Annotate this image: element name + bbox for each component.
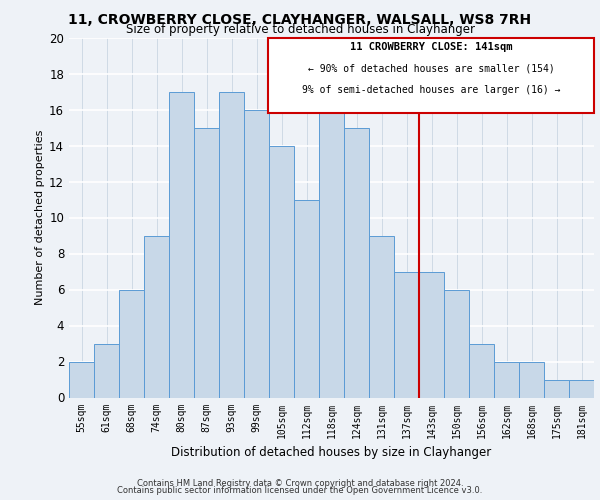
Bar xyxy=(269,146,294,398)
Bar xyxy=(94,344,119,398)
Bar xyxy=(494,362,519,398)
Text: 11 CROWBERRY CLOSE: 141sqm: 11 CROWBERRY CLOSE: 141sqm xyxy=(350,42,512,52)
Bar xyxy=(469,344,494,398)
Bar xyxy=(419,272,444,398)
Text: 9% of semi-detached houses are larger (16) →: 9% of semi-detached houses are larger (1… xyxy=(302,85,560,95)
Bar xyxy=(194,128,219,398)
Bar xyxy=(394,272,419,398)
Bar xyxy=(69,362,94,398)
Text: 11, CROWBERRY CLOSE, CLAYHANGER, WALSALL, WS8 7RH: 11, CROWBERRY CLOSE, CLAYHANGER, WALSALL… xyxy=(68,12,532,26)
Bar xyxy=(169,92,194,398)
Text: Size of property relative to detached houses in Clayhanger: Size of property relative to detached ho… xyxy=(125,22,475,36)
Bar xyxy=(119,290,144,398)
Bar xyxy=(344,128,369,398)
Bar xyxy=(369,236,394,398)
Bar xyxy=(244,110,269,398)
Text: Contains HM Land Registry data © Crown copyright and database right 2024.: Contains HM Land Registry data © Crown c… xyxy=(137,478,463,488)
Bar xyxy=(219,92,244,398)
FancyBboxPatch shape xyxy=(268,38,594,113)
Bar xyxy=(519,362,544,398)
Bar xyxy=(294,200,319,398)
Bar xyxy=(544,380,569,398)
Bar xyxy=(444,290,469,398)
Bar xyxy=(319,110,344,398)
Text: Contains public sector information licensed under the Open Government Licence v3: Contains public sector information licen… xyxy=(118,486,482,495)
Text: ← 90% of detached houses are smaller (154): ← 90% of detached houses are smaller (15… xyxy=(308,64,554,74)
Y-axis label: Number of detached properties: Number of detached properties xyxy=(35,130,45,305)
X-axis label: Distribution of detached houses by size in Clayhanger: Distribution of detached houses by size … xyxy=(172,446,491,459)
Bar xyxy=(569,380,594,398)
Bar xyxy=(144,236,169,398)
